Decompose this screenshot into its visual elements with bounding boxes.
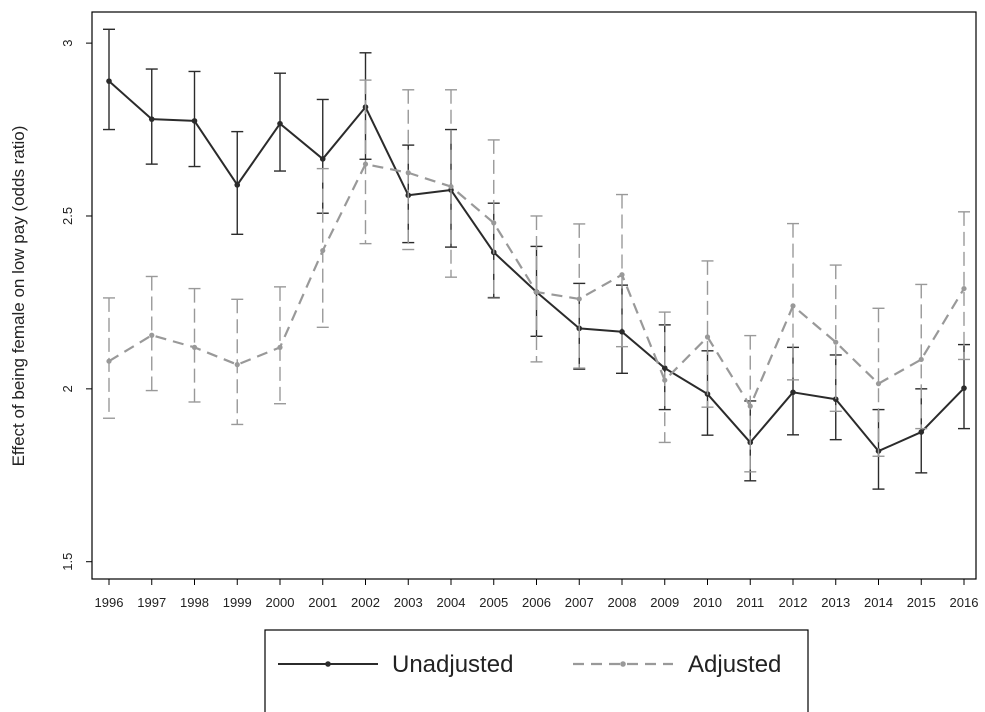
data-point bbox=[790, 303, 796, 309]
error-bar bbox=[915, 283, 928, 430]
data-point bbox=[191, 344, 198, 350]
x-axis: 1996 1997 1998 1999 2000 2001 2002 2003 2004 2005… bbox=[95, 579, 979, 610]
y-tick-label: 2.5 bbox=[60, 207, 75, 225]
legend-marker bbox=[325, 661, 331, 667]
x-tick-label: 2008 bbox=[608, 595, 637, 610]
error-bar bbox=[701, 260, 714, 408]
x-tick-label: 2009 bbox=[650, 595, 679, 610]
data-point bbox=[918, 356, 924, 363]
error-bar bbox=[188, 287, 201, 403]
error-bar bbox=[231, 298, 244, 426]
x-tick-label: 2011 bbox=[736, 595, 764, 610]
data-point bbox=[277, 344, 283, 350]
series-adjusted bbox=[103, 79, 970, 473]
data-point bbox=[961, 385, 967, 391]
data-point bbox=[234, 182, 241, 188]
y-tick-label: 3 bbox=[60, 39, 75, 46]
legend-entry-unadjusted: Unadjusted bbox=[278, 651, 513, 678]
data-point bbox=[106, 78, 112, 84]
error-bar bbox=[402, 89, 415, 251]
error-bar bbox=[103, 297, 115, 419]
data-point bbox=[833, 339, 839, 345]
error-bar bbox=[145, 275, 158, 392]
x-tick-label: 1999 bbox=[223, 595, 252, 610]
data-point bbox=[106, 358, 112, 364]
data-point bbox=[405, 170, 411, 176]
error-bar bbox=[573, 223, 586, 369]
data-point bbox=[149, 332, 155, 338]
x-tick-label: 1997 bbox=[137, 595, 166, 610]
error-bar bbox=[316, 167, 329, 329]
data-point bbox=[875, 381, 882, 387]
x-tick-label: 2003 bbox=[394, 595, 423, 610]
y-tick-label: 2 bbox=[60, 385, 75, 392]
y-axis-title: Effect of being female on low pay (odds … bbox=[9, 126, 28, 467]
x-tick-label: 2013 bbox=[821, 595, 850, 610]
legend-entry-adjusted: Adjusted bbox=[573, 651, 781, 678]
x-tick-label: 2016 bbox=[950, 595, 979, 610]
error-bar bbox=[487, 139, 500, 299]
data-point bbox=[832, 396, 839, 403]
error-bar bbox=[616, 193, 628, 348]
data-point bbox=[320, 247, 326, 254]
error-bar bbox=[658, 311, 671, 444]
data-point bbox=[491, 220, 497, 226]
error-bar bbox=[445, 89, 457, 278]
series-layer bbox=[103, 28, 970, 490]
x-tick-label: 1998 bbox=[180, 595, 209, 610]
data-point bbox=[704, 334, 711, 340]
legend: Unadjusted Adjusted bbox=[264, 629, 809, 712]
error-bar bbox=[958, 211, 970, 361]
x-tick-label: 2007 bbox=[565, 595, 594, 610]
data-point bbox=[319, 156, 326, 162]
x-tick-label: 2005 bbox=[479, 595, 508, 610]
data-point bbox=[790, 389, 796, 396]
x-tick-label: 2010 bbox=[693, 595, 722, 610]
legend-label: Adjusted bbox=[688, 651, 781, 678]
x-tick-label: 2001 bbox=[308, 595, 337, 610]
data-point bbox=[448, 183, 454, 190]
data-point bbox=[234, 362, 240, 368]
y-axis: 1.5 2 2.5 3 bbox=[60, 39, 92, 571]
x-tick-label: 2002 bbox=[351, 595, 380, 610]
data-point bbox=[191, 118, 198, 124]
legend-entries: Unadjusted Adjusted bbox=[278, 651, 781, 678]
legend-marker bbox=[620, 661, 626, 667]
x-tick-label: 1996 bbox=[95, 595, 124, 610]
data-point bbox=[362, 161, 369, 167]
legend-box bbox=[264, 629, 809, 712]
data-point bbox=[918, 429, 925, 435]
x-tick-label: 2004 bbox=[437, 595, 466, 610]
x-tick-label: 2015 bbox=[907, 595, 936, 610]
data-point bbox=[576, 296, 582, 302]
plot-frame bbox=[91, 11, 977, 580]
x-tick-label: 2014 bbox=[864, 595, 893, 610]
error-bar bbox=[530, 215, 543, 363]
data-point bbox=[661, 365, 668, 371]
x-tick-label: 2000 bbox=[266, 595, 295, 610]
y-tick-label: 1.5 bbox=[60, 553, 75, 571]
error-bar bbox=[274, 286, 286, 405]
x-tick-label: 2006 bbox=[522, 595, 551, 610]
data-point bbox=[277, 120, 283, 127]
data-point bbox=[619, 272, 625, 278]
data-point bbox=[662, 377, 668, 383]
data-point bbox=[747, 403, 753, 409]
data-point bbox=[961, 285, 967, 292]
error-bar bbox=[829, 264, 842, 413]
data-point bbox=[619, 329, 625, 335]
x-tick-label: 2012 bbox=[779, 595, 808, 610]
data-point bbox=[148, 116, 155, 122]
error-bar bbox=[787, 222, 799, 381]
legend-label: Unadjusted bbox=[392, 651, 513, 678]
data-point bbox=[533, 289, 540, 295]
